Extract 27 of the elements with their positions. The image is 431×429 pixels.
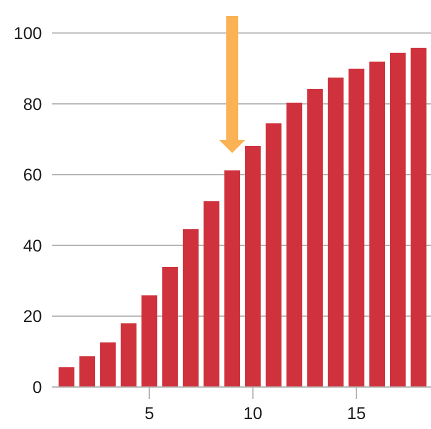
bar: [307, 88, 323, 387]
x-tick-label: 10: [243, 404, 262, 423]
bar: [141, 295, 158, 387]
bar: [162, 266, 178, 387]
y-tick-label: 100: [14, 24, 42, 43]
bar: [369, 62, 386, 387]
x-tick-label: 5: [144, 404, 154, 423]
bar: [58, 367, 74, 387]
bar: [204, 201, 220, 387]
y-tick-label: 20: [23, 307, 42, 326]
y-tick-label: 40: [23, 236, 42, 256]
bar: [266, 123, 282, 387]
x-tick-label: 15: [346, 404, 366, 423]
bar: [328, 78, 344, 387]
bar: [224, 170, 240, 387]
bar: [79, 356, 96, 387]
y-tick-label: 0: [32, 378, 42, 397]
bar: [286, 102, 302, 387]
y-tick-label: 60: [23, 166, 42, 185]
bar: [100, 342, 116, 387]
bar: [120, 323, 136, 387]
bar: [245, 146, 261, 387]
bar: [182, 229, 199, 387]
y-tick-label: 80: [23, 94, 42, 114]
bar: [348, 68, 364, 387]
bar: [390, 52, 406, 387]
bar: [410, 48, 426, 387]
